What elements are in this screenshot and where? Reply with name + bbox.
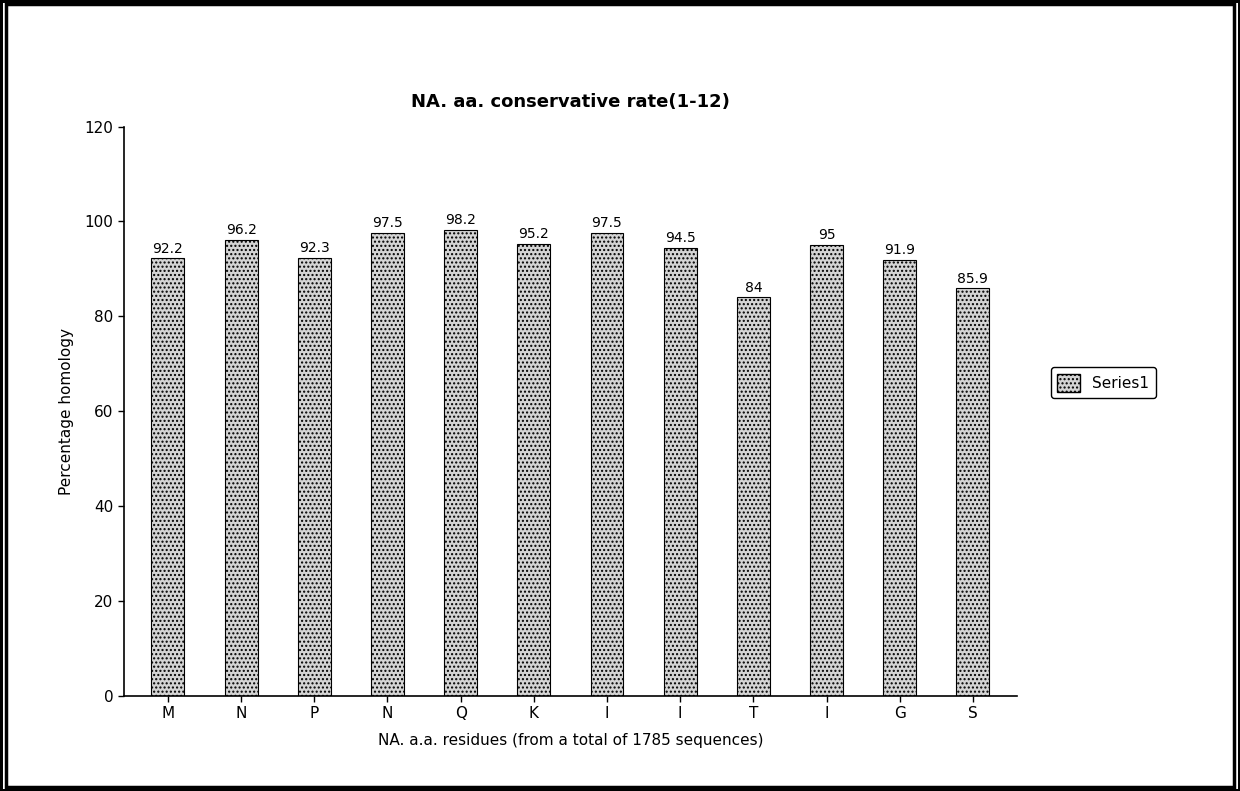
Legend: Series1: Series1	[1052, 367, 1156, 399]
Bar	[224, 240, 258, 696]
Bar	[956, 289, 990, 696]
Bar	[663, 248, 697, 696]
Text: 96.2: 96.2	[226, 223, 257, 237]
Text: 97.5: 97.5	[591, 217, 622, 230]
Text: 85.9: 85.9	[957, 271, 988, 286]
Text: 98.2: 98.2	[445, 214, 476, 227]
Text: 94.5: 94.5	[665, 231, 696, 244]
Text: 95: 95	[817, 229, 836, 242]
Text: 95.2: 95.2	[518, 228, 549, 241]
Bar	[810, 245, 843, 696]
Bar	[883, 260, 916, 696]
Bar	[371, 233, 404, 696]
Bar	[517, 244, 551, 696]
Text: 84: 84	[744, 281, 763, 294]
Bar	[298, 258, 331, 696]
X-axis label: NA. a.a. residues (from a total of 1785 sequences): NA. a.a. residues (from a total of 1785 …	[378, 732, 763, 747]
Text: 92.3: 92.3	[299, 241, 330, 255]
Title: NA. aa. conservative rate(1-12): NA. aa. conservative rate(1-12)	[410, 93, 730, 111]
Bar	[444, 230, 477, 696]
Text: 92.2: 92.2	[153, 242, 184, 255]
Text: 97.5: 97.5	[372, 217, 403, 230]
Bar	[737, 297, 770, 696]
Bar	[590, 233, 624, 696]
Bar	[151, 259, 185, 696]
Y-axis label: Percentage homology: Percentage homology	[58, 327, 73, 495]
Text: 91.9: 91.9	[884, 243, 915, 257]
